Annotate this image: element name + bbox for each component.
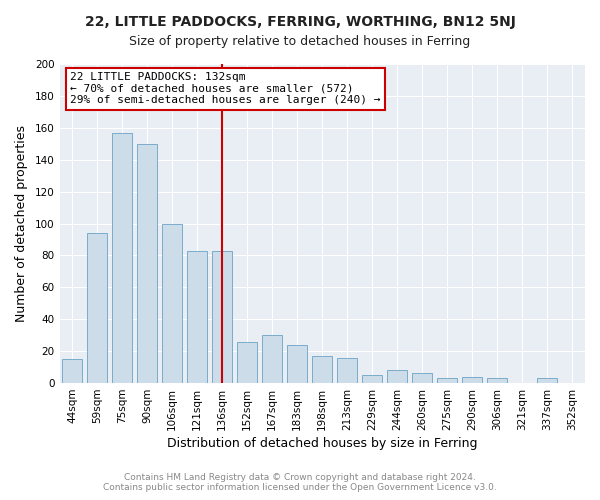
Bar [187,250,207,383]
Bar [287,345,307,383]
Bar [487,378,508,383]
Bar [437,378,457,383]
Text: 22, LITTLE PADDOCKS, FERRING, WORTHING, BN12 5NJ: 22, LITTLE PADDOCKS, FERRING, WORTHING, … [85,15,515,29]
Bar [62,359,82,383]
X-axis label: Distribution of detached houses by size in Ferring: Distribution of detached houses by size … [167,437,478,450]
Bar [162,224,182,383]
Bar [262,335,282,383]
Bar [463,376,482,383]
Bar [388,370,407,383]
Bar [112,132,132,383]
Bar [87,233,107,383]
Bar [538,378,557,383]
Text: 22 LITTLE PADDOCKS: 132sqm
← 70% of detached houses are smaller (572)
29% of sem: 22 LITTLE PADDOCKS: 132sqm ← 70% of deta… [70,72,380,105]
Bar [137,144,157,383]
Text: Size of property relative to detached houses in Ferring: Size of property relative to detached ho… [130,35,470,48]
Bar [362,375,382,383]
Bar [237,342,257,383]
Bar [337,358,358,383]
Bar [312,356,332,383]
Bar [212,250,232,383]
Y-axis label: Number of detached properties: Number of detached properties [15,125,28,322]
Bar [412,374,433,383]
Text: Contains HM Land Registry data © Crown copyright and database right 2024.
Contai: Contains HM Land Registry data © Crown c… [103,473,497,492]
